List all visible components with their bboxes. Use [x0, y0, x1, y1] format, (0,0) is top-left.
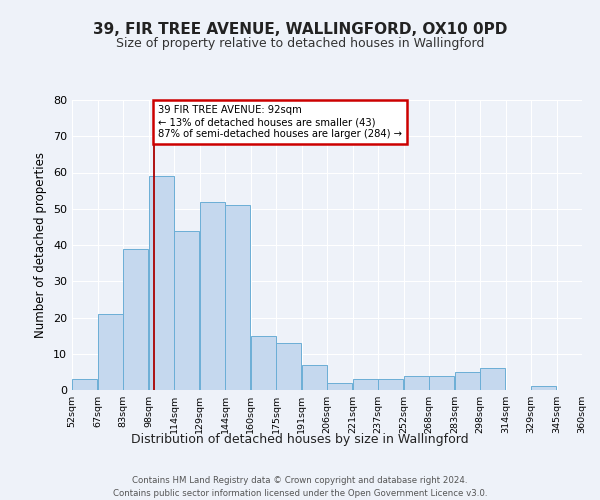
Text: Contains public sector information licensed under the Open Government Licence v3: Contains public sector information licen… — [113, 489, 487, 498]
Bar — [531, 386, 556, 390]
Bar — [404, 376, 429, 390]
Y-axis label: Number of detached properties: Number of detached properties — [34, 152, 47, 338]
Text: Size of property relative to detached houses in Wallingford: Size of property relative to detached ho… — [116, 38, 484, 51]
Bar — [327, 383, 352, 390]
Bar — [480, 368, 505, 390]
Bar — [225, 205, 250, 390]
Text: 39, FIR TREE AVENUE, WALLINGFORD, OX10 0PD: 39, FIR TREE AVENUE, WALLINGFORD, OX10 0… — [93, 22, 507, 38]
Text: 39 FIR TREE AVENUE: 92sqm
← 13% of detached houses are smaller (43)
87% of semi-: 39 FIR TREE AVENUE: 92sqm ← 13% of detac… — [158, 106, 402, 138]
Bar — [72, 379, 97, 390]
Text: Distribution of detached houses by size in Wallingford: Distribution of detached houses by size … — [131, 432, 469, 446]
Bar — [149, 176, 174, 390]
Bar — [251, 336, 276, 390]
Bar — [353, 379, 378, 390]
Bar — [276, 343, 301, 390]
Bar — [174, 230, 199, 390]
Bar — [200, 202, 225, 390]
Bar — [123, 248, 148, 390]
Text: Contains HM Land Registry data © Crown copyright and database right 2024.: Contains HM Land Registry data © Crown c… — [132, 476, 468, 485]
Bar — [378, 379, 403, 390]
Bar — [302, 364, 327, 390]
Bar — [429, 376, 454, 390]
Bar — [455, 372, 480, 390]
Bar — [98, 314, 123, 390]
